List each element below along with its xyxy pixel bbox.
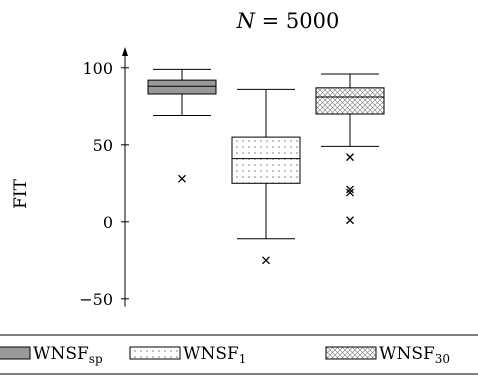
legend-label: WNSF1 xyxy=(183,344,246,366)
box-iqr xyxy=(315,87,385,115)
legend: WNSFsp WNSF1 WNSF30 xyxy=(0,334,478,375)
outlier-marker xyxy=(346,216,354,225)
outlier-marker xyxy=(346,188,354,197)
legend-swatch xyxy=(0,346,31,360)
legend-item: WNSF30 xyxy=(325,344,450,366)
legend-item: WNSFsp xyxy=(0,344,103,366)
box-iqr xyxy=(147,79,217,95)
outlier-marker xyxy=(262,256,270,265)
chart-title: N = 5000 xyxy=(236,9,340,33)
outlier-marker xyxy=(178,174,186,183)
y-tick-label: 50 xyxy=(93,136,113,155)
legend-label: WNSFsp xyxy=(33,344,103,366)
y-tick-label: −50 xyxy=(79,290,113,309)
y-axis-arrow xyxy=(122,47,128,56)
box-wnsf-30 xyxy=(315,73,385,225)
legend-item: WNSF1 xyxy=(129,344,246,366)
legend-label: WNSF30 xyxy=(379,344,450,366)
y-tick-label: 0 xyxy=(103,213,113,232)
outlier-marker xyxy=(346,185,354,194)
y-axis-label: FIT xyxy=(11,178,31,209)
box-wnsf-sp xyxy=(147,68,217,183)
legend-swatch xyxy=(129,346,181,360)
y-axis: −50 0 50 100 xyxy=(79,47,129,309)
legend-swatch xyxy=(325,346,377,360)
box-group xyxy=(147,68,385,265)
box-wnsf-1 xyxy=(231,88,301,265)
y-tick-label: 100 xyxy=(82,59,113,78)
box-iqr xyxy=(231,136,301,184)
outlier-marker xyxy=(346,153,354,162)
